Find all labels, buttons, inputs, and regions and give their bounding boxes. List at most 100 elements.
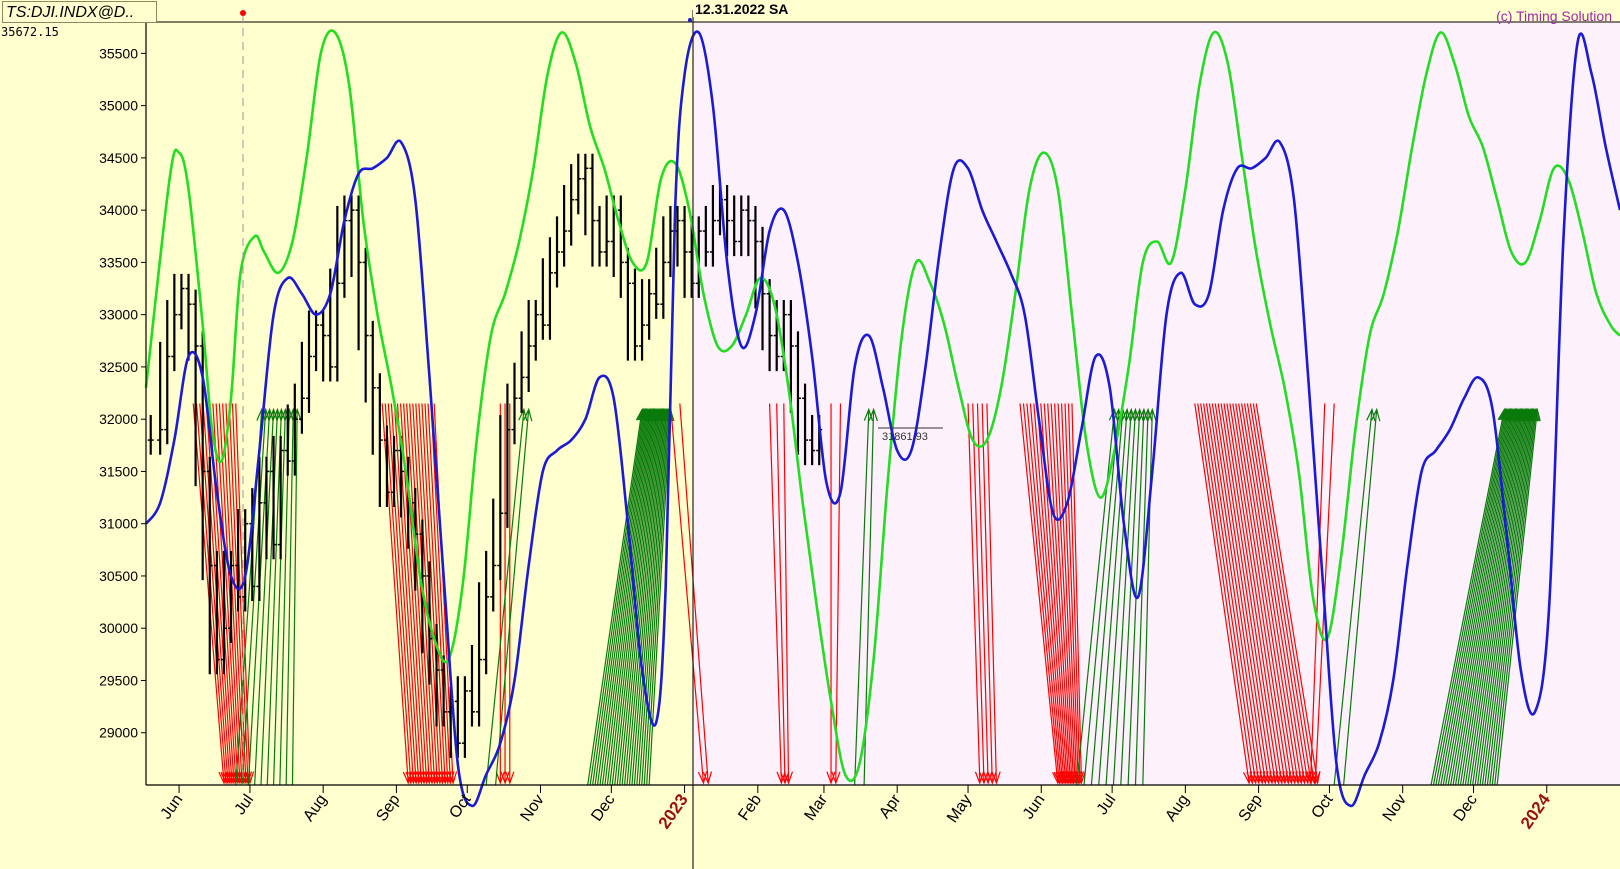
up-arrow <box>1112 409 1137 786</box>
up-arrow <box>1479 409 1530 786</box>
up-arrow <box>1450 409 1515 786</box>
y-tick-label: 32500 <box>99 359 138 375</box>
down-arrow <box>1022 403 1060 784</box>
up-arrow <box>1343 409 1378 786</box>
down-arrow <box>776 403 786 784</box>
up-arrow <box>254 409 275 786</box>
copyright-label: (c) Timing Solution <box>1496 8 1612 24</box>
down-arrow <box>1232 403 1293 784</box>
down-arrow <box>1243 403 1306 784</box>
up-arrow-head <box>518 407 528 422</box>
down-arrow <box>215 403 239 784</box>
y-tick-label: 35000 <box>99 98 138 114</box>
up-arrow-head <box>1530 407 1540 422</box>
up-arrow <box>1464 409 1522 786</box>
up-arrow <box>626 409 661 786</box>
x-month-label: Feb <box>735 791 765 823</box>
down-arrow <box>981 403 993 784</box>
up-arrow <box>1142 409 1153 786</box>
down-arrow <box>1057 403 1076 784</box>
cursor-dot <box>688 18 692 22</box>
down-arrow <box>387 403 415 784</box>
up-arrow <box>1486 409 1534 786</box>
down-arrow <box>192 403 225 784</box>
up-arrow-head <box>1138 407 1149 422</box>
down-arrow <box>1060 403 1078 784</box>
up-arrow <box>589 409 644 786</box>
up-arrow <box>1467 409 1524 786</box>
y-tick-label: 30500 <box>99 568 138 584</box>
x-year-label: 2023 <box>655 790 692 832</box>
down-arrow-head <box>500 771 510 785</box>
ticker-label[interactable]: TS:DJI.INDX@D.. <box>2 1 157 23</box>
up-arrow <box>1435 409 1508 786</box>
up-arrow <box>1440 409 1510 786</box>
up-arrow <box>1469 409 1525 786</box>
up-arrow <box>599 409 649 786</box>
down-arrow <box>231 403 249 784</box>
up-arrow <box>601 409 650 786</box>
x-month-label: Dec <box>588 792 618 825</box>
down-arrow <box>669 403 705 784</box>
down-arrow <box>1241 403 1302 784</box>
up-arrow <box>241 409 267 786</box>
down-arrow <box>976 403 989 784</box>
up-arrow <box>616 409 657 786</box>
down-arrow-head <box>1311 771 1321 785</box>
down-arrow <box>967 403 981 784</box>
y-tick-label: 31000 <box>99 516 138 532</box>
x-month-label: Aug <box>1162 792 1192 825</box>
price-marker-label: 31861.93 <box>882 431 928 443</box>
x-month-label: Nov <box>518 792 548 825</box>
up-arrow <box>1432 409 1507 786</box>
up-arrow <box>272 409 286 786</box>
down-arrow-head <box>1076 771 1086 785</box>
down-arrow <box>1064 403 1079 784</box>
cursor-date-label: 12.31.2022 SA <box>693 1 791 17</box>
up-arrow-head <box>1134 407 1144 422</box>
top-value-label: 35672.15 <box>1 25 59 39</box>
up-arrow <box>1452 409 1516 786</box>
up-arrow <box>260 409 279 786</box>
y-tick-label: 29000 <box>99 725 138 741</box>
up-arrow <box>1457 409 1519 786</box>
y-tick-label: 34500 <box>99 150 138 166</box>
down-arrow-head <box>447 771 458 785</box>
y-tick-label: 35500 <box>99 45 138 61</box>
down-arrow-head <box>978 771 989 785</box>
down-arrow <box>1214 403 1273 784</box>
up-arrow-head <box>1125 407 1136 422</box>
down-arrow <box>783 403 790 784</box>
up-arrow-head <box>1121 407 1131 422</box>
up-arrow-head <box>1531 407 1541 422</box>
up-arrow <box>621 409 659 786</box>
up-arrow <box>1459 409 1520 786</box>
up-arrow-head <box>284 407 294 422</box>
down-arrow <box>424 403 446 784</box>
down-arrow <box>1223 403 1283 784</box>
down-arrow <box>1220 403 1280 784</box>
x-month-label: Mar <box>801 791 831 824</box>
down-arrow <box>1205 403 1263 784</box>
down-arrow <box>390 403 417 784</box>
up-arrow-head <box>1371 407 1381 422</box>
x-month-label: Oct <box>446 791 475 822</box>
down-arrow <box>1252 403 1315 784</box>
up-arrow-head <box>523 407 533 422</box>
x-month-label: Aug <box>300 792 330 825</box>
down-arrow-head <box>1074 771 1085 785</box>
y-tick-label: 29500 <box>99 672 138 688</box>
down-arrow-head <box>831 771 841 785</box>
up-arrow <box>1076 409 1116 786</box>
up-arrow <box>285 409 294 786</box>
down-arrow <box>1246 403 1309 784</box>
up-arrow-head <box>1130 407 1140 422</box>
up-arrow <box>587 409 643 786</box>
down-arrow <box>406 403 430 784</box>
up-arrow <box>1430 409 1505 786</box>
up-arrow <box>1454 409 1518 786</box>
y-tick-label: 32000 <box>99 411 138 427</box>
up-arrow <box>1476 409 1529 786</box>
y-tick-label: 31500 <box>99 463 138 479</box>
